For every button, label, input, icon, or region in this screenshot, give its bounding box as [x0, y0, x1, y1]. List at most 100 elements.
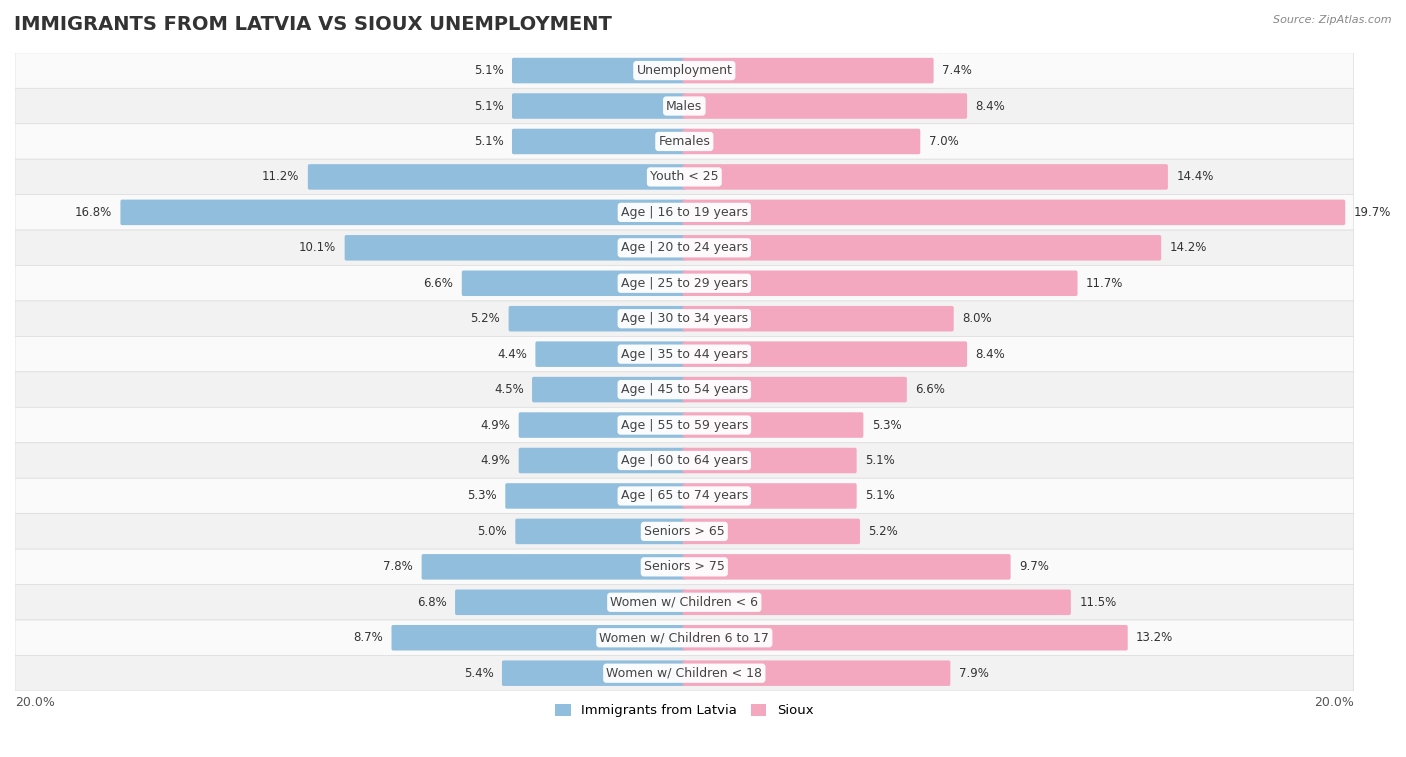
Text: 8.7%: 8.7%	[353, 631, 382, 644]
FancyBboxPatch shape	[391, 625, 686, 650]
Text: 7.8%: 7.8%	[384, 560, 413, 573]
Text: 4.5%: 4.5%	[494, 383, 523, 396]
FancyBboxPatch shape	[683, 200, 1346, 225]
FancyBboxPatch shape	[15, 230, 1354, 266]
Text: Source: ZipAtlas.com: Source: ZipAtlas.com	[1274, 15, 1392, 25]
FancyBboxPatch shape	[15, 478, 1354, 514]
FancyBboxPatch shape	[683, 93, 967, 119]
Text: 8.4%: 8.4%	[976, 99, 1005, 113]
Text: 6.8%: 6.8%	[418, 596, 447, 609]
FancyBboxPatch shape	[516, 519, 686, 544]
FancyBboxPatch shape	[683, 129, 921, 154]
Text: 16.8%: 16.8%	[75, 206, 112, 219]
FancyBboxPatch shape	[15, 159, 1354, 195]
Text: 8.0%: 8.0%	[962, 312, 991, 326]
FancyBboxPatch shape	[683, 554, 1011, 580]
Text: 19.7%: 19.7%	[1354, 206, 1391, 219]
FancyBboxPatch shape	[308, 164, 686, 190]
FancyBboxPatch shape	[456, 590, 686, 615]
FancyBboxPatch shape	[15, 656, 1354, 691]
Text: Women w/ Children 6 to 17: Women w/ Children 6 to 17	[599, 631, 769, 644]
Legend: Immigrants from Latvia, Sioux: Immigrants from Latvia, Sioux	[550, 699, 818, 723]
FancyBboxPatch shape	[683, 590, 1071, 615]
FancyBboxPatch shape	[15, 514, 1354, 549]
Text: Age | 30 to 34 years: Age | 30 to 34 years	[621, 312, 748, 326]
FancyBboxPatch shape	[683, 413, 863, 438]
Text: 5.1%: 5.1%	[865, 490, 894, 503]
FancyBboxPatch shape	[15, 549, 1354, 584]
FancyBboxPatch shape	[683, 58, 934, 83]
Text: 6.6%: 6.6%	[915, 383, 945, 396]
FancyBboxPatch shape	[15, 407, 1354, 443]
Text: Unemployment: Unemployment	[637, 64, 733, 77]
Text: 5.1%: 5.1%	[474, 99, 503, 113]
FancyBboxPatch shape	[519, 447, 686, 473]
Text: Age | 25 to 29 years: Age | 25 to 29 years	[621, 277, 748, 290]
FancyBboxPatch shape	[15, 195, 1354, 230]
FancyBboxPatch shape	[15, 266, 1354, 301]
FancyBboxPatch shape	[15, 301, 1354, 336]
Text: 5.4%: 5.4%	[464, 667, 494, 680]
Text: Seniors > 75: Seniors > 75	[644, 560, 724, 573]
Text: Women w/ Children < 6: Women w/ Children < 6	[610, 596, 758, 609]
Text: 5.3%: 5.3%	[872, 419, 901, 431]
FancyBboxPatch shape	[683, 660, 950, 686]
Text: 7.0%: 7.0%	[928, 135, 959, 148]
Text: Seniors > 65: Seniors > 65	[644, 525, 724, 538]
FancyBboxPatch shape	[15, 620, 1354, 656]
Text: 9.7%: 9.7%	[1019, 560, 1049, 573]
Text: 5.2%: 5.2%	[471, 312, 501, 326]
Text: Age | 45 to 54 years: Age | 45 to 54 years	[620, 383, 748, 396]
FancyBboxPatch shape	[519, 413, 686, 438]
FancyBboxPatch shape	[15, 123, 1354, 159]
Text: Age | 20 to 24 years: Age | 20 to 24 years	[621, 241, 748, 254]
Text: 20.0%: 20.0%	[15, 696, 55, 709]
FancyBboxPatch shape	[512, 129, 686, 154]
Text: 14.4%: 14.4%	[1177, 170, 1213, 183]
FancyBboxPatch shape	[502, 660, 686, 686]
Text: 5.1%: 5.1%	[865, 454, 894, 467]
Text: 11.5%: 11.5%	[1080, 596, 1116, 609]
Text: 20.0%: 20.0%	[1313, 696, 1354, 709]
Text: Youth < 25: Youth < 25	[650, 170, 718, 183]
FancyBboxPatch shape	[15, 336, 1354, 372]
Text: 13.2%: 13.2%	[1136, 631, 1174, 644]
FancyBboxPatch shape	[344, 235, 686, 260]
Text: 10.1%: 10.1%	[299, 241, 336, 254]
FancyBboxPatch shape	[683, 483, 856, 509]
FancyBboxPatch shape	[683, 625, 1128, 650]
Text: Age | 55 to 59 years: Age | 55 to 59 years	[620, 419, 748, 431]
Text: 8.4%: 8.4%	[976, 347, 1005, 360]
Text: 11.2%: 11.2%	[262, 170, 299, 183]
FancyBboxPatch shape	[509, 306, 686, 332]
FancyBboxPatch shape	[15, 372, 1354, 407]
FancyBboxPatch shape	[683, 519, 860, 544]
Text: 5.1%: 5.1%	[474, 135, 503, 148]
FancyBboxPatch shape	[683, 270, 1077, 296]
Text: Males: Males	[666, 99, 703, 113]
FancyBboxPatch shape	[422, 554, 686, 580]
Text: Age | 65 to 74 years: Age | 65 to 74 years	[620, 490, 748, 503]
Text: Age | 16 to 19 years: Age | 16 to 19 years	[621, 206, 748, 219]
Text: 5.0%: 5.0%	[477, 525, 508, 538]
FancyBboxPatch shape	[531, 377, 686, 403]
FancyBboxPatch shape	[15, 53, 1354, 89]
Text: Age | 60 to 64 years: Age | 60 to 64 years	[621, 454, 748, 467]
FancyBboxPatch shape	[683, 164, 1168, 190]
Text: 5.2%: 5.2%	[869, 525, 898, 538]
FancyBboxPatch shape	[15, 584, 1354, 620]
FancyBboxPatch shape	[512, 93, 686, 119]
Text: 4.4%: 4.4%	[498, 347, 527, 360]
Text: Females: Females	[658, 135, 710, 148]
Text: 7.9%: 7.9%	[959, 667, 988, 680]
Text: 6.6%: 6.6%	[423, 277, 453, 290]
Text: IMMIGRANTS FROM LATVIA VS SIOUX UNEMPLOYMENT: IMMIGRANTS FROM LATVIA VS SIOUX UNEMPLOY…	[14, 15, 612, 34]
Text: Women w/ Children < 18: Women w/ Children < 18	[606, 667, 762, 680]
Text: 11.7%: 11.7%	[1085, 277, 1123, 290]
FancyBboxPatch shape	[683, 306, 953, 332]
Text: Age | 35 to 44 years: Age | 35 to 44 years	[621, 347, 748, 360]
FancyBboxPatch shape	[505, 483, 686, 509]
FancyBboxPatch shape	[121, 200, 686, 225]
FancyBboxPatch shape	[15, 443, 1354, 478]
FancyBboxPatch shape	[683, 377, 907, 403]
